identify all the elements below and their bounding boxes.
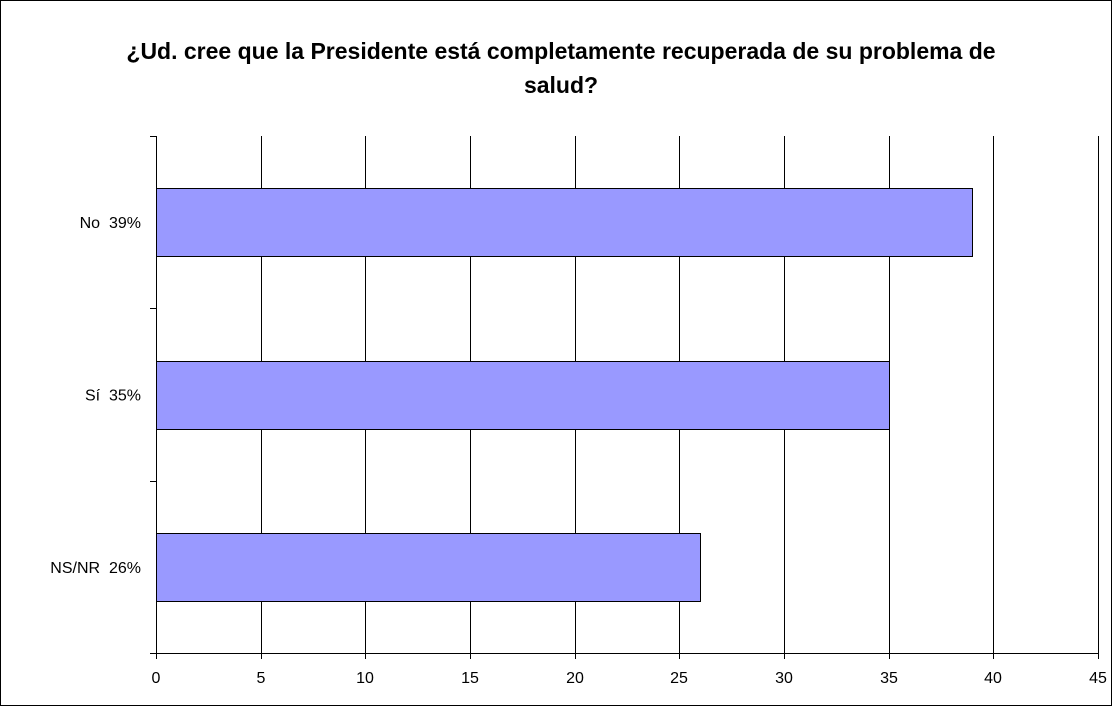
x-tick-label: 40 — [984, 670, 1002, 687]
bars — [157, 189, 973, 602]
axis-labels: 0 5 10 15 20 25 30 35 40 45 No 39% Sí 35% NS/NR 26% — [50, 215, 1107, 687]
bar — [157, 362, 890, 430]
x-tick-label: 15 — [461, 670, 479, 687]
bar — [157, 534, 701, 602]
x-tick-label: 30 — [775, 670, 793, 687]
y-category-label: NS/NR 26% — [50, 560, 141, 577]
x-tick-label: 5 — [257, 670, 266, 687]
y-category-label: No 39% — [80, 215, 141, 232]
x-tick-label: 0 — [152, 670, 161, 687]
x-tick-label: 45 — [1089, 670, 1107, 687]
x-tick-label: 20 — [566, 670, 584, 687]
bar — [157, 189, 973, 257]
y-category-label: Sí 35% — [85, 388, 141, 405]
x-tick-label: 10 — [356, 670, 374, 687]
x-tick-label: 35 — [880, 670, 898, 687]
x-tick-label: 25 — [670, 670, 688, 687]
